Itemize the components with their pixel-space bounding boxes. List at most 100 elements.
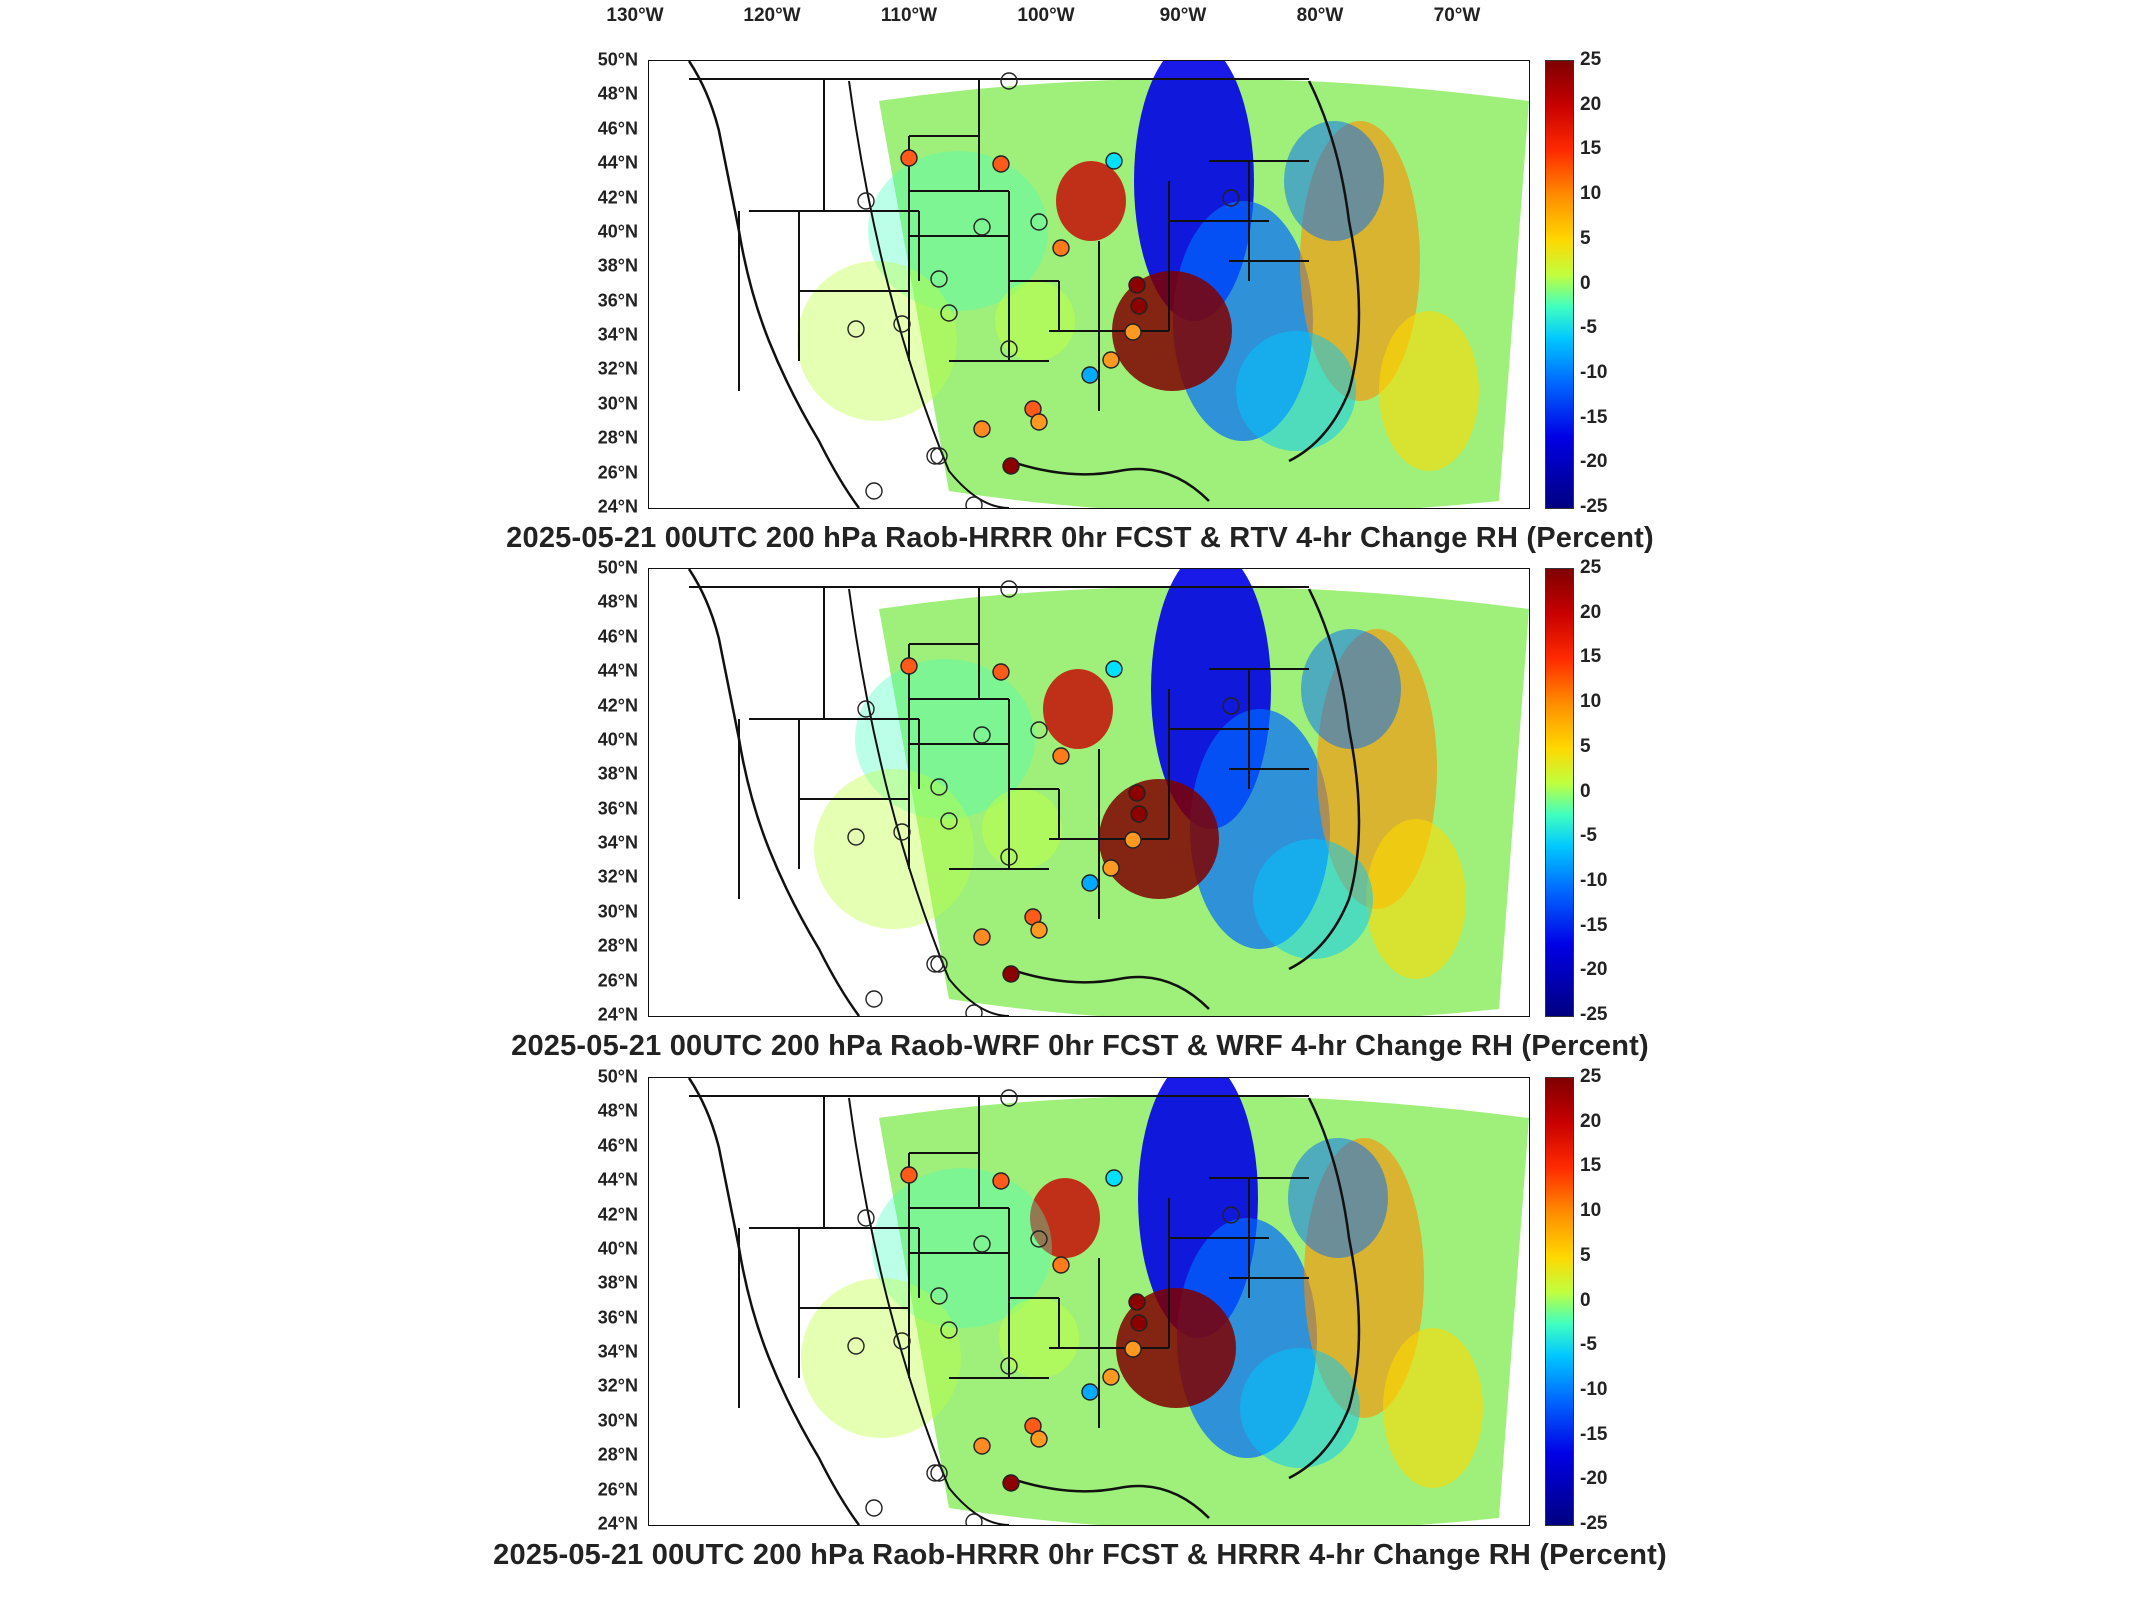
- raob-station-marker: [973, 928, 991, 946]
- raob-station-marker: [940, 1321, 958, 1339]
- lat-label: 24°N: [597, 1513, 638, 1534]
- rh-change-region: [1379, 311, 1479, 471]
- raob-station-marker: [1030, 921, 1048, 939]
- raob-station-marker: [1000, 848, 1018, 866]
- raob-station-marker: [930, 1287, 948, 1305]
- raob-station-marker: [940, 304, 958, 322]
- lon-label: 130°W: [606, 5, 664, 26]
- colorbar-tick-label: 0: [1580, 272, 1591, 294]
- raob-station-marker: [1000, 1089, 1018, 1107]
- lat-label: 40°N: [597, 221, 638, 242]
- raob-station-marker: [1081, 366, 1099, 384]
- lon-label: 80°W: [1296, 5, 1344, 26]
- raob-station-marker: [1052, 239, 1070, 257]
- rh-change-region: [1240, 1348, 1360, 1468]
- hrrr-change-map: [648, 1077, 1530, 1526]
- rh-change-region: [995, 281, 1075, 361]
- lat-label: 38°N: [597, 1272, 638, 1293]
- colorbar-tick-label: 20: [1580, 93, 1602, 115]
- colorbar-tick-label: -15: [1580, 1423, 1608, 1445]
- lat-label: 48°N: [597, 83, 638, 104]
- lat-label: 46°N: [597, 626, 638, 647]
- raob-station-marker: [926, 1464, 944, 1482]
- lat-label: 48°N: [597, 591, 638, 612]
- raob-station-marker: [1128, 276, 1146, 294]
- colorbar-tick-label: 5: [1580, 735, 1591, 757]
- coastline: [687, 569, 1361, 1016]
- lat-label: 32°N: [597, 358, 638, 379]
- lat-label: 50°N: [597, 1066, 638, 1087]
- raob-station-marker: [930, 955, 948, 973]
- rh-change-region: [982, 789, 1062, 869]
- raob-station-marker: [1030, 213, 1048, 231]
- raob-station-marker: [992, 663, 1010, 681]
- lat-label: 38°N: [597, 763, 638, 784]
- colorbar-tick-label: 10: [1580, 1200, 1602, 1222]
- colorbar-tick-label: 10: [1580, 691, 1602, 713]
- raob-station-marker: [1030, 413, 1048, 431]
- lat-label: 32°N: [597, 866, 638, 887]
- raob-station-marker: [1102, 1368, 1120, 1386]
- lat-label: 44°N: [597, 660, 638, 681]
- colorbar-tick-label: 15: [1580, 1155, 1602, 1177]
- colorbar-tick-label: 20: [1580, 601, 1602, 623]
- lat-label: 28°N: [597, 427, 638, 448]
- lat-label: 30°N: [597, 393, 638, 414]
- raob-station-marker: [1222, 189, 1240, 207]
- rh-change-region: [1366, 819, 1466, 979]
- lat-label: 26°N: [597, 1479, 638, 1500]
- lat-label: 32°N: [597, 1375, 638, 1396]
- rh-change-region: [1288, 1138, 1388, 1258]
- raob-station-marker: [1128, 784, 1146, 802]
- raob-station-marker: [1102, 859, 1120, 877]
- raob-station-marker: [893, 823, 911, 841]
- raob-station-marker: [965, 1004, 983, 1016]
- lat-label: 26°N: [597, 970, 638, 991]
- colorbar-tick-label: -5: [1580, 1334, 1597, 1356]
- rh-change-region: [1236, 331, 1356, 451]
- raob-station-marker: [857, 192, 875, 210]
- raob-station-marker: [847, 320, 865, 338]
- raob-station-marker: [965, 496, 983, 508]
- lat-label: 36°N: [597, 290, 638, 311]
- lat-label: 30°N: [597, 901, 638, 922]
- raob-station-marker: [1030, 1230, 1048, 1248]
- raob-station-marker: [1222, 697, 1240, 715]
- raob-station-marker: [1222, 1206, 1240, 1224]
- raob-station-marker: [857, 700, 875, 718]
- raob-station-marker: [973, 1437, 991, 1455]
- lat-label: 28°N: [597, 1444, 638, 1465]
- raob-station-marker: [900, 657, 918, 675]
- rh-change-region: [1301, 629, 1401, 749]
- lat-label: 40°N: [597, 729, 638, 750]
- raob-station-marker: [1124, 831, 1142, 849]
- raob-station-marker: [930, 778, 948, 796]
- lat-label: 44°N: [597, 152, 638, 173]
- raob-station-marker: [1000, 580, 1018, 598]
- raob-station-marker: [973, 218, 991, 236]
- colorbar-tick-label: 0: [1580, 780, 1591, 802]
- raob-station-marker: [1002, 457, 1020, 475]
- lon-label: 70°W: [1433, 5, 1481, 26]
- rtv-change-map: [648, 60, 1530, 509]
- raob-station-marker: [930, 1464, 948, 1482]
- rh-change-region: [999, 1298, 1079, 1378]
- raob-station-marker: [1000, 1357, 1018, 1375]
- colorbar-tick-label: -20: [1580, 959, 1608, 981]
- rh-change-region: [801, 1278, 961, 1438]
- colorbar-tick-label: 0: [1580, 1289, 1591, 1311]
- raob-station-marker: [900, 149, 918, 167]
- raob-station-marker: [1105, 152, 1123, 170]
- raob-station-marker: [1130, 805, 1148, 823]
- raob-station-marker: [865, 990, 883, 1008]
- panel-title: 2025-05-21 00UTC 200 hPa Raob-HRRR 0hr F…: [493, 1539, 1667, 1571]
- raob-station-marker: [1130, 1314, 1148, 1332]
- lat-label: 34°N: [597, 832, 638, 853]
- raob-station-marker: [992, 1172, 1010, 1190]
- lat-label: 42°N: [597, 187, 638, 208]
- rh-change-region: [1383, 1328, 1483, 1488]
- raob-station-marker: [926, 447, 944, 465]
- panel-title: 2025-05-21 00UTC 200 hPa Raob-WRF 0hr FC…: [511, 1030, 1649, 1062]
- raob-station-marker: [1030, 1430, 1048, 1448]
- raob-station-marker: [865, 482, 883, 500]
